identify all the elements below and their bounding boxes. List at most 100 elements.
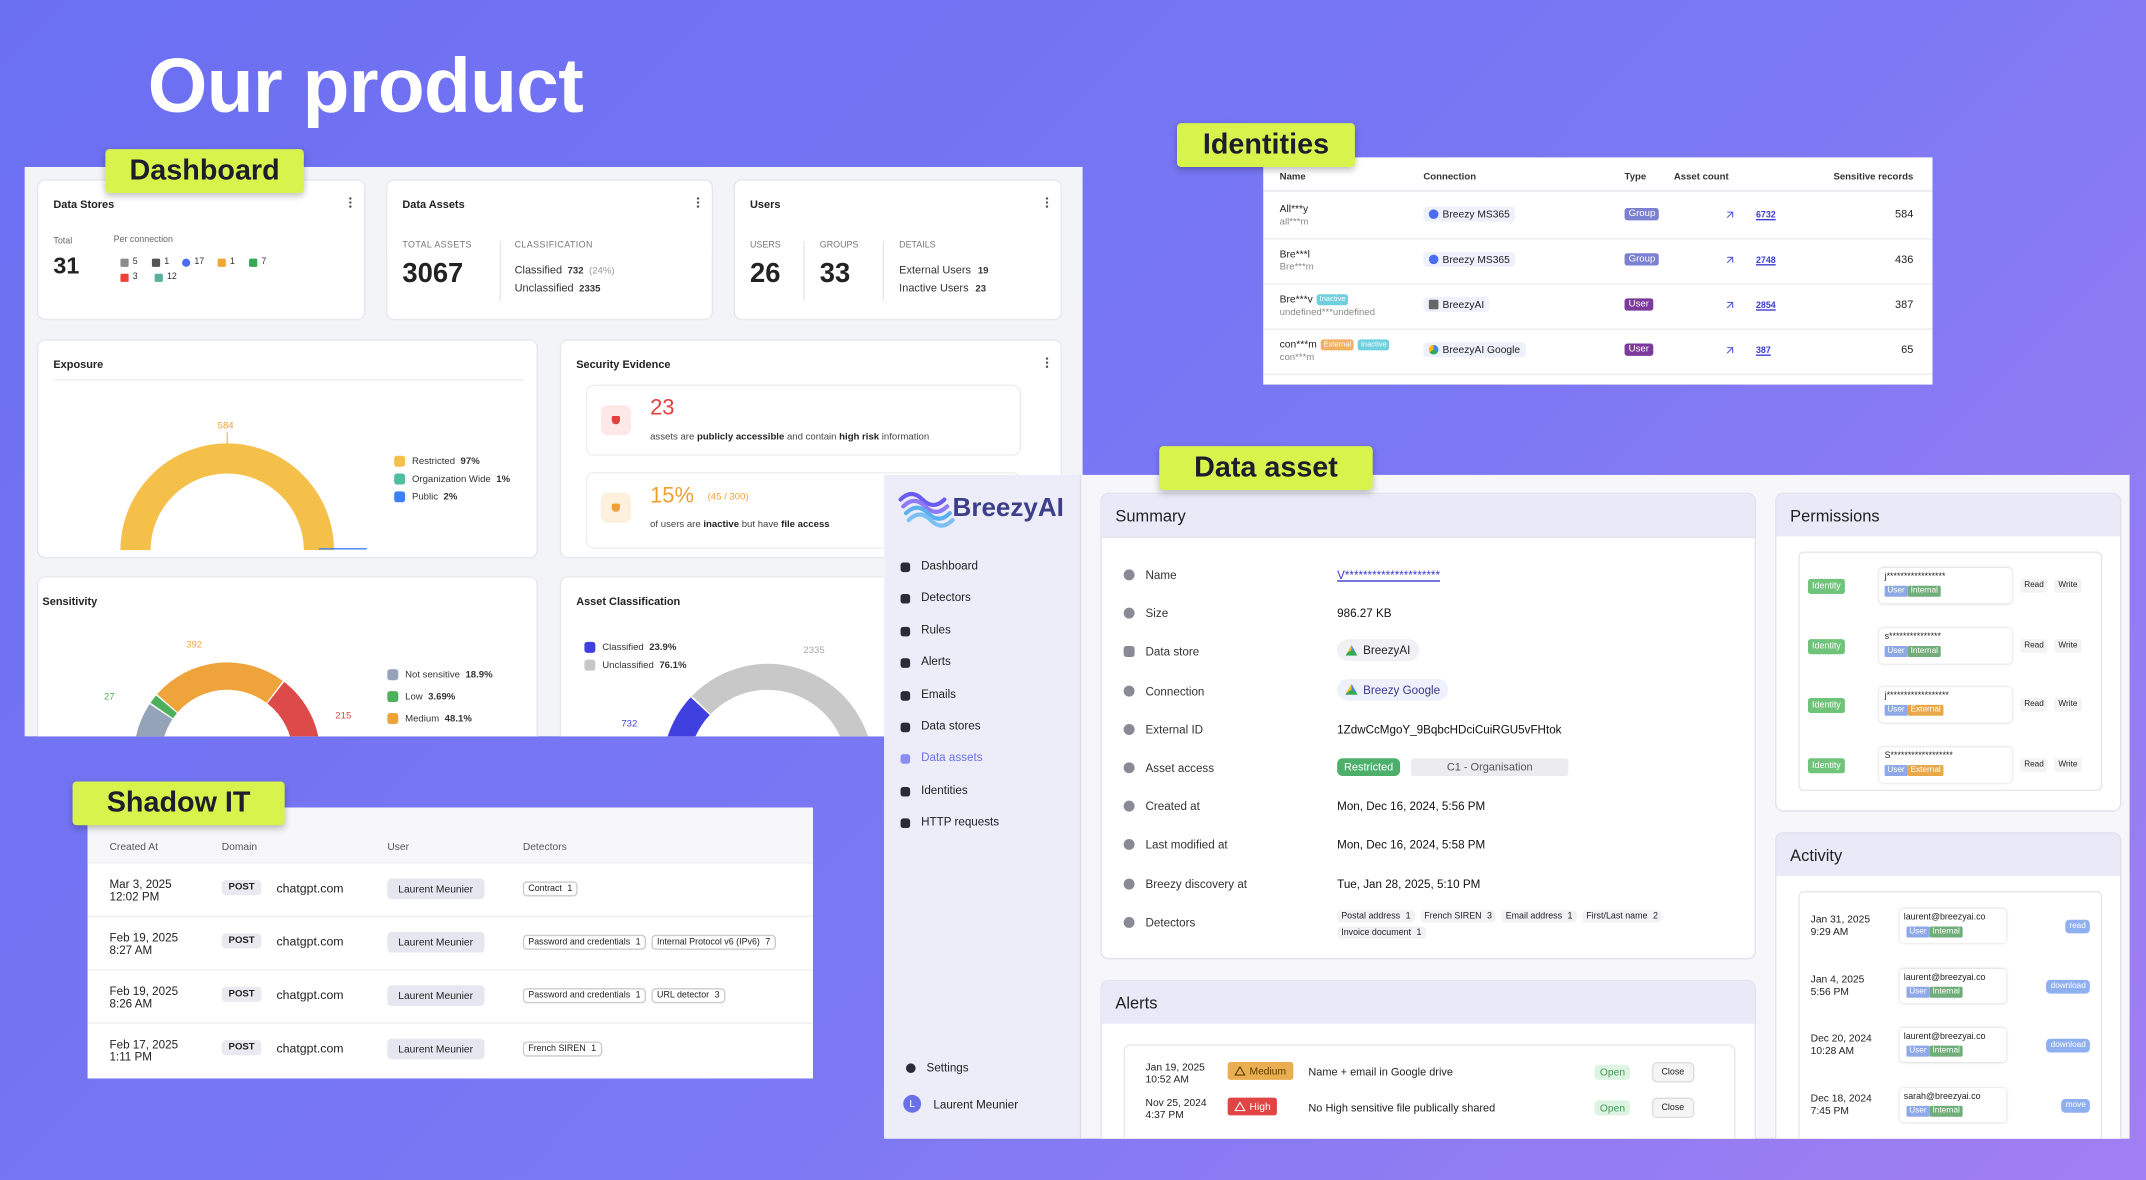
field-value: 1ZdwCcMgoY_9BqbcHDciCuiRGU5vFHtok <box>1337 722 1562 737</box>
access-badge: Restricted <box>1337 758 1401 777</box>
activity-time: 7:45 PM <box>1810 1103 1849 1117</box>
alert-date: Nov 25, 2024 <box>1145 1096 1207 1109</box>
external-link-icon <box>1726 301 1734 309</box>
icon <box>1123 607 1135 619</box>
row-line <box>87 968 813 971</box>
total: 31 <box>53 253 80 280</box>
action-chip: Write <box>2054 697 2082 712</box>
detector-name: URL detector <box>657 990 710 1001</box>
card-title: Security Evidence <box>576 358 671 371</box>
data-asset-panel: BreezyAI Dashboard Detectors Rules Alerts Ema… <box>884 474 2130 1139</box>
icon <box>1123 569 1135 581</box>
row-label: Classified <box>514 264 563 277</box>
legend-item: Public 2% <box>394 491 457 503</box>
identity-sub: con***m <box>1279 353 1315 363</box>
icon <box>611 416 620 425</box>
severity-text: Medium <box>1249 1064 1287 1078</box>
header-line <box>1263 190 1933 192</box>
card: Summary Name V********************* Size 986… <box>1100 492 1756 960</box>
legend-label: Unclassified <box>602 660 654 670</box>
legend-value: 1% <box>496 474 511 484</box>
detector-name: Postal address <box>1341 911 1401 921</box>
detector-chip: Email address 1 <box>1501 909 1577 923</box>
nav-item: Emails <box>921 686 957 701</box>
field-value: Mon, Dec 16, 2024, 5:58 PM <box>1337 838 1486 852</box>
external-link-icon <box>1726 347 1734 354</box>
section-tag: Dashboard <box>105 149 304 193</box>
shape <box>1045 361 1049 364</box>
sensitive-records: 436 <box>1895 253 1914 266</box>
gauge-label: 584 <box>217 421 234 432</box>
icon <box>900 818 911 829</box>
sensitive-records: 387 <box>1895 298 1914 311</box>
evidence-text: of users are inactive but have file acce… <box>650 520 830 530</box>
kind-badge: Identity <box>1807 578 1845 594</box>
icon <box>900 562 911 573</box>
detector-count: 1 <box>635 990 641 1001</box>
identity-box: j****************** User External <box>1879 687 2012 723</box>
label: GROUPS <box>819 240 859 251</box>
name: con***m <box>1279 338 1317 351</box>
donut-label: 732 <box>621 719 638 730</box>
legend-value: 23.9% <box>649 642 677 653</box>
type-badge: User <box>1624 298 1653 311</box>
card-header <box>1776 833 2120 876</box>
detector-count: 1 <box>1416 927 1422 938</box>
kind-badge: Identity <box>1807 638 1845 654</box>
user-name: Laurent Meunier <box>933 1097 1019 1112</box>
sensitive-records: 584 <box>1895 208 1914 221</box>
activity-date: Jan 4, 2025 <box>1810 972 1865 985</box>
card-title: Activity <box>1790 845 1843 865</box>
scope-badge: Internal <box>1929 986 1963 998</box>
detectors: Contract 1 <box>522 881 578 897</box>
status-badge: Open <box>1594 1064 1631 1080</box>
detector-chip: French SIREN 1 <box>522 1041 602 1057</box>
card-title: Data Stores <box>53 198 115 211</box>
email-box: laurent@breezyai.co User Internal <box>1900 1028 2007 1062</box>
card-title: Data Assets <box>402 198 465 211</box>
column-header: User <box>387 840 410 853</box>
scope-badge: External <box>1907 764 1944 776</box>
scope-badge: Internal <box>1929 926 1963 938</box>
type-badge: User <box>1906 926 1930 938</box>
legend-swatch <box>387 691 399 703</box>
column-header: Connection <box>1423 172 1477 183</box>
nav-item: Detectors <box>921 590 971 605</box>
text-part: inactive <box>703 520 740 530</box>
classification-row: Classified 732 (24%) <box>515 264 615 276</box>
connection-count: 5 <box>132 257 138 267</box>
label: Total <box>53 236 73 247</box>
status-badge: Open <box>1594 1100 1631 1116</box>
identity-name: con***m External Inactive <box>1280 338 1390 350</box>
icon <box>249 258 258 267</box>
detector-count: 1 <box>591 1044 597 1054</box>
legend-item: Organization Wide 1% <box>394 473 511 485</box>
detector-name: French SIREN <box>528 1044 586 1054</box>
severity-badge: High <box>1227 1097 1278 1116</box>
icon <box>1123 878 1135 890</box>
action-chip: Read <box>2020 638 2048 653</box>
email: laurent@breezyai.co <box>1903 972 1986 982</box>
identity-name: j***************** <box>1884 572 1946 582</box>
label: DETAILS <box>899 240 936 251</box>
method-badge: POST <box>221 986 262 1002</box>
connection-icon <box>1428 254 1439 265</box>
severity-text: High <box>1249 1100 1271 1113</box>
sensitive-records: 65 <box>1901 343 1914 356</box>
total: 3067 <box>402 258 464 289</box>
action-chip: Read <box>2020 697 2048 712</box>
icon <box>1123 800 1135 812</box>
action-badge: download <box>2046 1038 2090 1053</box>
connection-icon <box>1428 209 1439 219</box>
row-line <box>1263 238 1933 240</box>
identity-sub: undefined***undefined <box>1279 307 1376 318</box>
shape <box>696 201 700 204</box>
row-line <box>1263 283 1933 285</box>
field-value: BreezyAI <box>1363 643 1411 658</box>
alert-date: Jan 19, 2025 <box>1145 1060 1205 1073</box>
page-title: Our product <box>147 42 584 129</box>
type-badge: User <box>1906 1105 1930 1117</box>
action-badge: download <box>2046 979 2090 993</box>
section-tag: Identities <box>1177 123 1355 167</box>
nav-item: Data stores <box>921 718 981 733</box>
